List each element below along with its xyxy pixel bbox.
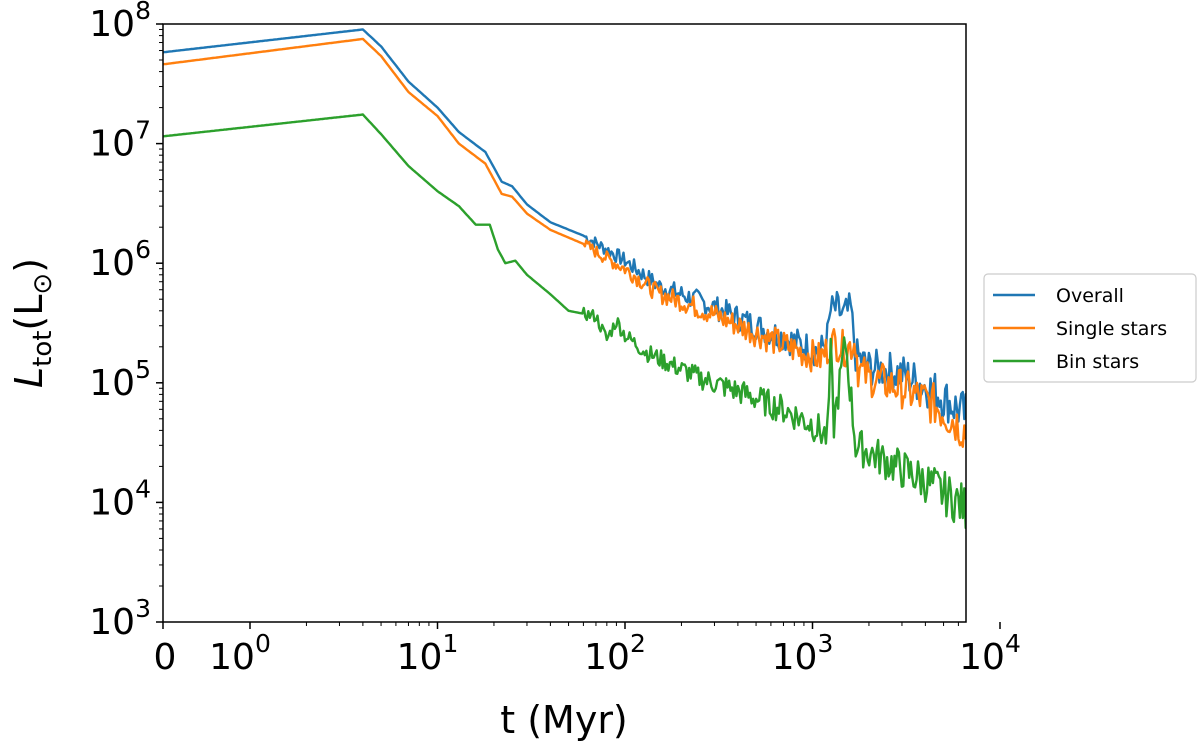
y-axis-label: Ltot(L⊙) bbox=[7, 258, 58, 388]
y-tick-label-exp: 6 bbox=[135, 235, 151, 264]
x-tick-label-exp: 0 bbox=[255, 629, 271, 658]
y-tick-label: 107 bbox=[89, 116, 151, 165]
y-tick-label: 106 bbox=[89, 235, 151, 284]
y-tick-label: 105 bbox=[89, 355, 151, 404]
x-tick-label-base: 10 bbox=[397, 637, 443, 678]
x-tick-label-exp: 3 bbox=[817, 629, 833, 658]
y-tick-label-exp: 5 bbox=[135, 355, 151, 384]
x-tick-label: 104 bbox=[959, 629, 1021, 678]
x-axis-ticks: 0 100 101 102 103 104 bbox=[154, 622, 1021, 678]
x-tick-label-base: 10 bbox=[772, 637, 818, 678]
series-line-single-stars bbox=[163, 37, 966, 448]
y-tick-label: 104 bbox=[89, 474, 151, 523]
legend-box bbox=[983, 273, 1197, 383]
y-axis-label-sub: tot bbox=[28, 331, 58, 367]
y-tick-label: 103 bbox=[89, 594, 151, 643]
y-tick-label-base: 10 bbox=[89, 124, 135, 165]
y-tick-label-exp: 3 bbox=[135, 594, 151, 623]
y-tick-label-base: 10 bbox=[89, 482, 135, 523]
y-tick-label-base: 10 bbox=[89, 4, 135, 45]
legend: Overall Single stars Bin stars bbox=[983, 273, 1197, 383]
x-tick-label: 102 bbox=[584, 629, 646, 678]
x-tick-label: 100 bbox=[209, 629, 271, 678]
x-tick-label-exp: 1 bbox=[442, 629, 458, 658]
series-layer bbox=[163, 28, 966, 530]
x-tick-label-exp: 2 bbox=[630, 629, 646, 658]
plot-frame bbox=[162, 23, 967, 623]
x-tick-label: 103 bbox=[772, 629, 834, 678]
legend-label: Bin stars bbox=[1056, 351, 1139, 373]
x-tick-label-base: 10 bbox=[584, 637, 630, 678]
x-axis-label: t (Myr) bbox=[500, 698, 628, 742]
series-line-bin-stars bbox=[163, 113, 966, 530]
y-axis-label-unit-close: ) bbox=[7, 258, 51, 273]
legend-label: Single stars bbox=[1056, 318, 1167, 340]
x-tick-label: 0 bbox=[154, 637, 177, 678]
x-tick-label-exp: 4 bbox=[1005, 629, 1021, 658]
y-tick-label-exp: 7 bbox=[135, 116, 151, 145]
legend-items: Overall Single stars Bin stars bbox=[993, 285, 1167, 373]
x-tick-label-base: 10 bbox=[209, 637, 255, 678]
y-tick-label-exp: 4 bbox=[135, 474, 151, 503]
y-axis-label-unit-open: (L bbox=[7, 295, 51, 331]
y-tick-label-exp: 8 bbox=[135, 0, 151, 25]
y-axis-label-base: L bbox=[7, 367, 51, 388]
y-tick-label-base: 10 bbox=[89, 243, 135, 284]
y-axis-label-unit-sub: ⊙ bbox=[28, 273, 58, 295]
y-tick-label-base: 10 bbox=[89, 363, 135, 404]
legend-label: Overall bbox=[1056, 285, 1124, 307]
y-tick-label: 108 bbox=[89, 0, 151, 45]
y-tick-label-base: 10 bbox=[89, 602, 135, 643]
x-tick-label: 101 bbox=[397, 629, 459, 678]
x-tick-label-base: 10 bbox=[959, 637, 1005, 678]
